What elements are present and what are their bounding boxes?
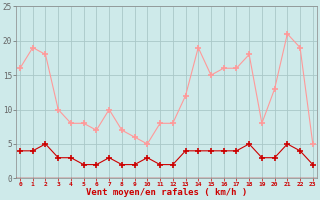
X-axis label: Vent moyen/en rafales ( km/h ): Vent moyen/en rafales ( km/h ) <box>86 188 247 197</box>
